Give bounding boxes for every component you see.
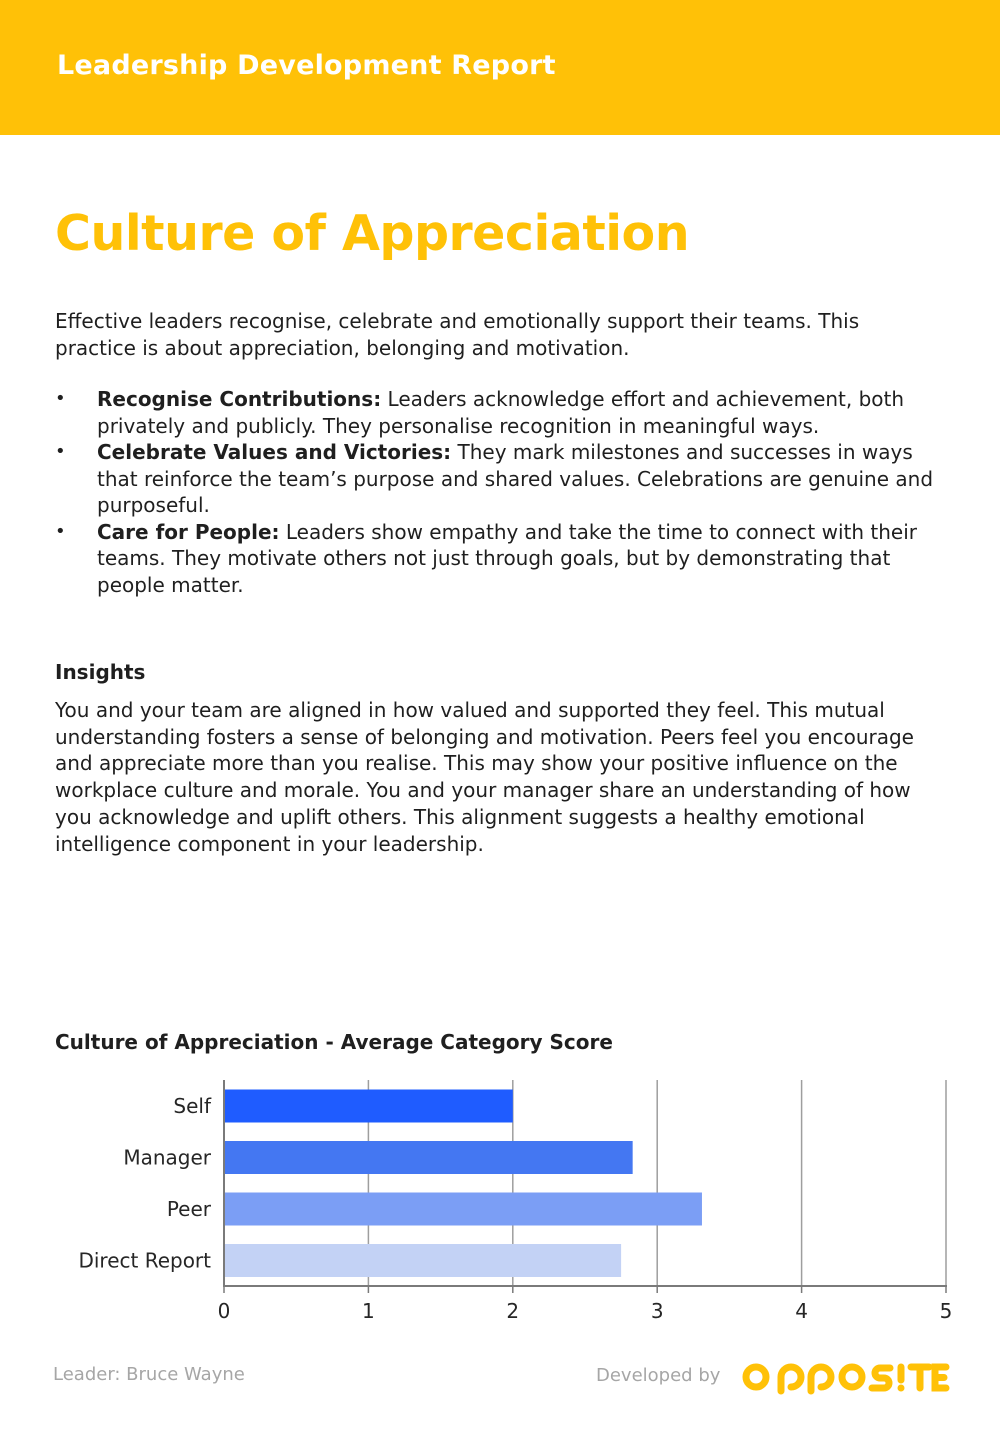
report-header-title: Leadership Development Report [57, 50, 556, 81]
bullet-icon: • [55, 520, 66, 542]
list-item: • Recognise Contributions: Leaders ackno… [55, 386, 945, 439]
list-item-term: Care for People: [97, 519, 280, 544]
bullet-icon: • [55, 441, 66, 462]
list-item-text: Leaders show empathy and take the time t… [97, 519, 917, 597]
intro-paragraph: Effective leaders recognise, celebrate a… [55, 309, 860, 360]
practice-list: • Recognise Contributions: Leaders ackno… [55, 386, 945, 598]
category-label: Direct Report [78, 1249, 211, 1273]
bar [224, 1089, 513, 1123]
leader-name: Leader: Bruce Wayne [53, 1364, 245, 1385]
list-item-text: Leaders acknowledge effort and achieveme… [97, 387, 905, 438]
developed-by-label: Developed by [596, 1365, 721, 1386]
list-item: • Celebrate Values and Victories: They m… [55, 439, 945, 519]
list-item-term: Recognise Contributions: [97, 387, 382, 411]
bar [224, 1141, 633, 1174]
x-tick-label: 0 [218, 1299, 231, 1323]
page-title: Culture of Appreciation [55, 205, 690, 262]
category-label: Manager [123, 1146, 211, 1170]
chart-title: Culture of Appreciation - Average Catego… [55, 1030, 613, 1054]
insights-heading: Insights [55, 660, 146, 684]
bullet-icon: • [55, 388, 66, 409]
x-tick-label: 4 [795, 1299, 808, 1323]
insights-paragraph: You and your team are aligned in how val… [55, 698, 914, 856]
bar [224, 1192, 702, 1226]
x-tick-label: 5 [940, 1299, 953, 1323]
x-tick-label: 1 [362, 1299, 375, 1323]
list-item: • Care for People: Leaders show empathy … [55, 519, 945, 599]
list-item-term: Celebrate Values and Victories: [97, 440, 452, 464]
opposite-logo [742, 1363, 950, 1395]
score-bar-chart: Self Manager Peer Direct Report 0 1 2 3 4 5 [78, 1080, 953, 1323]
bar [224, 1244, 622, 1277]
category-label: Self [173, 1094, 212, 1118]
x-tick-label: 2 [506, 1299, 519, 1323]
report-header: Leadership Development Report [0, 0, 1000, 135]
x-tick-label: 3 [651, 1299, 664, 1323]
list-item-text: They mark milestones and successes in wa… [97, 440, 934, 517]
category-label: Peer [167, 1197, 212, 1221]
